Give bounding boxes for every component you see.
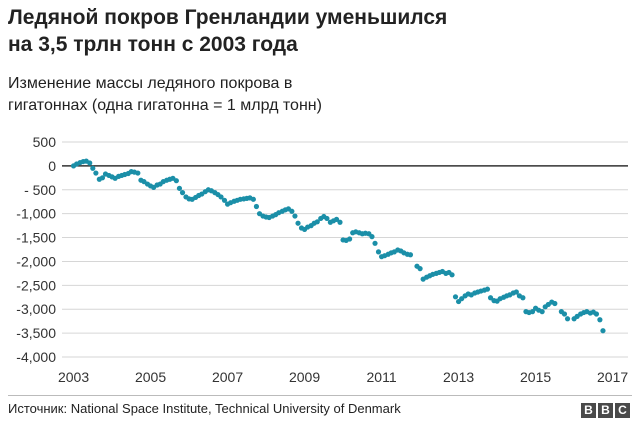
y-tick-label: -1,500 bbox=[16, 230, 56, 246]
data-point bbox=[539, 309, 545, 315]
y-tick-label: -1,000 bbox=[16, 206, 56, 222]
data-point bbox=[375, 249, 382, 255]
x-tick-label: 2011 bbox=[367, 369, 397, 385]
chart-subtitle-line-1: Изменение массы ледяного покрова в bbox=[8, 75, 293, 92]
chart-subtitle-line-2: гигатоннах (одна гигатонна = 1 млрд тонн… bbox=[8, 97, 322, 114]
data-point bbox=[176, 185, 183, 191]
data-point bbox=[135, 170, 141, 176]
data-point bbox=[99, 175, 106, 181]
data-point bbox=[250, 196, 256, 202]
scatter-chart: 500 0 - 500 -1,000 -1,500 -2,000 -2,500 -3,000 -… bbox=[16, 134, 628, 385]
data-point bbox=[253, 203, 260, 210]
data-point bbox=[597, 317, 603, 323]
data-point bbox=[347, 236, 353, 242]
y-axis-tick-labels: 500 0 - 500 -1,000 -1,500 -2,000 -2,500 -3,000 -… bbox=[16, 134, 56, 365]
data-point bbox=[449, 272, 455, 278]
data-point bbox=[179, 190, 186, 196]
y-tick-label: -4,000 bbox=[16, 349, 56, 365]
data-point bbox=[369, 234, 375, 240]
y-tick-label: -3,000 bbox=[16, 301, 56, 317]
data-point bbox=[314, 219, 320, 225]
data-point bbox=[552, 300, 558, 307]
data-point bbox=[513, 289, 519, 295]
bbc-logo-letter: B bbox=[581, 403, 596, 418]
bbc-logo: B B C bbox=[581, 403, 630, 418]
data-point bbox=[295, 220, 301, 226]
chart-title: Ледяной покров Гренландии уменьшился на … bbox=[8, 4, 628, 58]
data-point bbox=[218, 194, 224, 200]
x-tick-label: 2007 bbox=[212, 369, 243, 385]
data-point bbox=[561, 311, 568, 317]
data-point bbox=[459, 296, 465, 302]
y-tick-label: 0 bbox=[48, 158, 56, 174]
data-point bbox=[452, 294, 459, 300]
data-point bbox=[221, 197, 228, 203]
data-point bbox=[593, 311, 600, 317]
y-tick-label: -3,500 bbox=[16, 325, 56, 341]
data-point bbox=[407, 252, 414, 258]
y-tick-label: 500 bbox=[33, 134, 57, 150]
y-tick-label: -2,500 bbox=[16, 277, 56, 293]
footer-divider bbox=[8, 395, 632, 396]
y-tick-label: -2,000 bbox=[16, 253, 56, 269]
bbc-logo-letter: B bbox=[598, 403, 613, 418]
data-point bbox=[372, 240, 378, 246]
data-point bbox=[600, 328, 606, 334]
data-points bbox=[70, 158, 606, 334]
grid-layer bbox=[62, 141, 628, 358]
data-point bbox=[93, 170, 99, 176]
data-point bbox=[289, 208, 295, 214]
data-point bbox=[529, 309, 536, 315]
data-point bbox=[90, 165, 96, 171]
data-point bbox=[564, 316, 571, 322]
chart-subtitle: Изменение массы ледяного покрова в гигат… bbox=[8, 73, 628, 117]
x-axis-tick-labels: 2003 2005 2007 2009 2011 2013 2015 2017 bbox=[58, 369, 628, 385]
data-point bbox=[324, 215, 330, 222]
data-point bbox=[292, 213, 298, 219]
data-point bbox=[333, 216, 340, 222]
bbc-logo-letter: C bbox=[615, 403, 630, 418]
data-point bbox=[484, 286, 491, 292]
data-point bbox=[173, 178, 179, 184]
chart-title-line-2: на 3,5 трлн тонн с 2003 года bbox=[8, 33, 298, 56]
chart-title-line-1: Ледяной покров Гренландии уменьшился bbox=[8, 6, 448, 29]
data-point bbox=[337, 219, 343, 225]
x-tick-label: 2009 bbox=[289, 369, 320, 385]
source-note: Источник: National Space Institute, Tech… bbox=[8, 401, 401, 416]
data-point bbox=[417, 266, 423, 272]
x-tick-label: 2017 bbox=[597, 369, 628, 385]
x-tick-label: 2005 bbox=[135, 369, 166, 385]
x-tick-label: 2015 bbox=[520, 369, 551, 385]
y-tick-label: - 500 bbox=[24, 182, 56, 198]
x-tick-label: 2013 bbox=[443, 369, 474, 385]
data-point bbox=[87, 160, 93, 166]
x-tick-label: 2003 bbox=[58, 369, 89, 385]
data-point bbox=[520, 295, 526, 301]
data-point bbox=[487, 295, 494, 301]
